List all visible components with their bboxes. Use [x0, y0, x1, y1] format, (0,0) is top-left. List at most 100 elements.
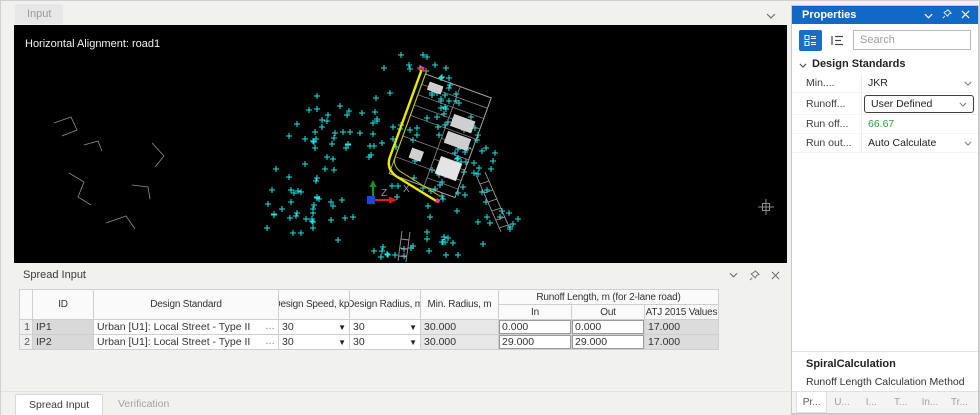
snap-target-icon [758, 199, 774, 220]
properties-toolbar [792, 27, 978, 53]
cell-atj-value: 17.000 [645, 335, 719, 350]
tab-in[interactable]: In... [921, 397, 939, 408]
row-number[interactable]: 1 [20, 320, 33, 335]
row-number[interactable]: 2 [20, 335, 33, 350]
cad-site-plan [387, 65, 492, 204]
tab-i[interactable]: I... [865, 397, 877, 408]
close-icon[interactable] [768, 268, 782, 282]
col-header-rownum [20, 290, 33, 320]
tab-verification[interactable]: Verification [118, 398, 170, 410]
min-standard-dropdown[interactable]: JKR [862, 77, 978, 89]
cell-design-speed[interactable]: 30 ▼ [279, 320, 350, 335]
chevron-down-icon[interactable] [924, 6, 933, 24]
cell-atj-value: 17.000 [645, 320, 719, 335]
section-title: Design Standards [812, 58, 906, 70]
col-header-design-radius: Design Radius, m [350, 290, 421, 320]
tab-input[interactable]: Input [15, 4, 64, 24]
selected-property-description: Runoff Length Calculation Method [806, 376, 965, 388]
chevron-down-icon[interactable] [726, 268, 740, 282]
runoff-method-dropdown[interactable]: User Defined [864, 94, 974, 113]
categorized-view-button[interactable] [799, 29, 822, 51]
property-value: 66.67 [868, 118, 895, 130]
design-standard-text: Urban [U1]: Local Street - Type II [97, 336, 251, 348]
chevron-down-icon [964, 137, 972, 149]
spread-input-table: ID Design Standard Design Speed, kph Des… [19, 289, 719, 350]
section-design-standards[interactable]: Design Standards [792, 56, 978, 72]
alignment-road1 [387, 65, 441, 204]
pin-icon[interactable] [747, 268, 761, 282]
design-speed-text: 30 [282, 321, 294, 333]
ucs-axis-icon: Z X [367, 180, 410, 204]
cad-viewport[interactable]: Z X Horizontal Alignment: road1 [14, 25, 787, 263]
spread-panel-tabstrip: Spread Input Verification [1, 391, 790, 415]
cell-design-standard[interactable]: Urban [U1]: Local Street - Type II … [94, 335, 279, 350]
properties-tabstrip: Pr... U... I... T... In... Tr... [792, 391, 978, 413]
col-header-min-radius: Min. Radius, m [421, 290, 499, 320]
cell-id[interactable]: IP1 [33, 320, 94, 335]
input-panel-tabstrip: Input [1, 1, 790, 25]
tab-u[interactable]: U... [834, 397, 850, 408]
col-header-in: In [499, 305, 572, 320]
design-speed-text: 30 [282, 336, 294, 348]
cell-min-radius: 30.000 [421, 335, 499, 350]
chevron-down-icon [799, 55, 807, 73]
properties-panel: Properties Design St [791, 5, 979, 414]
col-group-runoff-length: Runoff Length, m (for 2-lane road) [499, 290, 719, 305]
cell-id[interactable]: IP2 [33, 335, 94, 350]
property-value: User Defined [871, 97, 933, 110]
survey-points-layer [264, 52, 521, 260]
col-header-design-speed: Design Speed, kph [279, 290, 350, 320]
properties-title: Properties [802, 9, 857, 21]
cad-ladder [397, 171, 511, 263]
cell-design-radius[interactable]: 30 ▼ [350, 335, 421, 350]
cell-design-speed[interactable]: 30 ▼ [279, 335, 350, 350]
col-header-atj-2015: ATJ 2015 Values [645, 305, 719, 320]
property-value: Auto Calculate [868, 137, 937, 149]
property-row-min: Min.... JKR [792, 74, 978, 93]
property-label: Run off... [792, 115, 862, 133]
chevron-down-icon [959, 98, 967, 110]
alphabetical-view-button[interactable] [826, 30, 849, 51]
cell-min-radius: 30.000 [421, 320, 499, 335]
tab-spread-input[interactable]: Spread Input [15, 394, 104, 415]
property-label: Min.... [792, 74, 862, 92]
search-input[interactable] [853, 30, 971, 50]
svg-text:Z: Z [381, 188, 387, 199]
cad-drawing: Z X [53, 52, 521, 263]
tab-tr[interactable]: Tr... [950, 397, 968, 408]
runoff-length-field[interactable]: 66.67 [862, 118, 978, 130]
cad-linework [53, 116, 165, 230]
selected-property-name: SpiralCalculation [806, 358, 896, 370]
chevron-down-icon [964, 77, 972, 89]
col-header-design-standard: Design Standard [94, 290, 279, 320]
property-label: Runoff... [792, 93, 862, 114]
chevron-down-icon[interactable] [766, 6, 776, 24]
ellipsis-button[interactable]: … [265, 336, 275, 347]
dropdown-arrow-icon[interactable]: ▼ [338, 322, 346, 332]
cell-runoff-in[interactable]: 0.000 [499, 320, 572, 335]
pin-icon[interactable] [942, 6, 952, 24]
tab-t[interactable]: T... [893, 397, 908, 408]
property-row-runout: Run out... Auto Calculate [792, 134, 978, 153]
svg-text:X: X [403, 184, 410, 195]
spread-panel-title: Spread Input [23, 269, 86, 281]
ellipsis-button[interactable]: … [265, 321, 275, 332]
tab-properties[interactable]: Pr... [796, 392, 828, 413]
property-value: JKR [868, 77, 888, 89]
cell-design-standard[interactable]: Urban [U1]: Local Street - Type II… [94, 320, 279, 335]
property-label: Run out... [792, 134, 862, 152]
design-radius-text: 30 [353, 321, 365, 333]
cell-runoff-in[interactable]: 29.000 [499, 335, 572, 350]
close-icon[interactable] [961, 6, 970, 24]
runout-method-dropdown[interactable]: Auto Calculate [862, 137, 978, 149]
cell-runoff-out[interactable]: 29.000 [572, 335, 645, 350]
cell-design-radius[interactable]: 30 ▼ [350, 320, 421, 335]
dropdown-arrow-icon[interactable]: ▼ [409, 322, 417, 332]
dropdown-arrow-icon[interactable]: ▼ [338, 337, 346, 347]
design-radius-text: 30 [353, 336, 365, 348]
cell-runoff-out[interactable]: 0.000 [572, 320, 645, 335]
property-row-runoff-value: Run off... 66.67 [792, 115, 978, 134]
col-header-out: Out [572, 305, 645, 320]
dropdown-arrow-icon[interactable]: ▼ [409, 337, 417, 347]
